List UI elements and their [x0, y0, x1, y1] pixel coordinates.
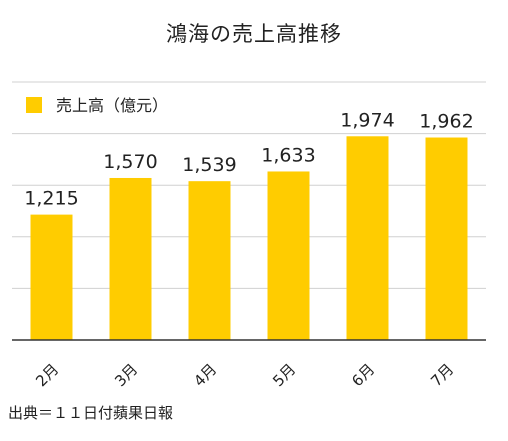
x-tick-label: 2月 — [32, 360, 62, 390]
x-tick-labels: 2月 3月 4月 5月 6月 7月 — [32, 360, 457, 390]
bar-3-month — [109, 177, 152, 340]
value-label: 1,570 — [103, 151, 157, 173]
value-label: 1,633 — [261, 144, 315, 166]
bars — [30, 136, 468, 340]
chart-title: 鴻海の売上高推移 — [166, 22, 342, 46]
value-label: 1,539 — [182, 154, 236, 176]
legend: 売上高（億元） — [26, 96, 168, 115]
legend-label: 売上高（億元） — [56, 96, 168, 115]
x-tick-label: 4月 — [190, 360, 220, 390]
value-label: 1,215 — [24, 188, 78, 210]
legend-swatch — [26, 97, 42, 113]
bar-5-month — [267, 171, 310, 340]
x-tick-label: 5月 — [269, 360, 299, 390]
x-tick-label: 7月 — [427, 360, 457, 390]
bar-7-month — [425, 137, 468, 340]
bar-6-month — [346, 136, 389, 340]
value-labels: 1,215 1,570 1,539 1,633 1,974 1,962 — [24, 109, 473, 209]
source-note: 出典＝１１日付蘋果日報 — [8, 404, 174, 422]
value-label: 1,962 — [419, 111, 473, 133]
x-tick-label: 3月 — [111, 360, 141, 390]
gridlines — [12, 81, 486, 289]
value-label: 1,974 — [340, 109, 394, 131]
bar-2-month — [30, 214, 73, 340]
x-tick-label: 6月 — [348, 360, 378, 390]
bar-4-month — [188, 181, 231, 340]
